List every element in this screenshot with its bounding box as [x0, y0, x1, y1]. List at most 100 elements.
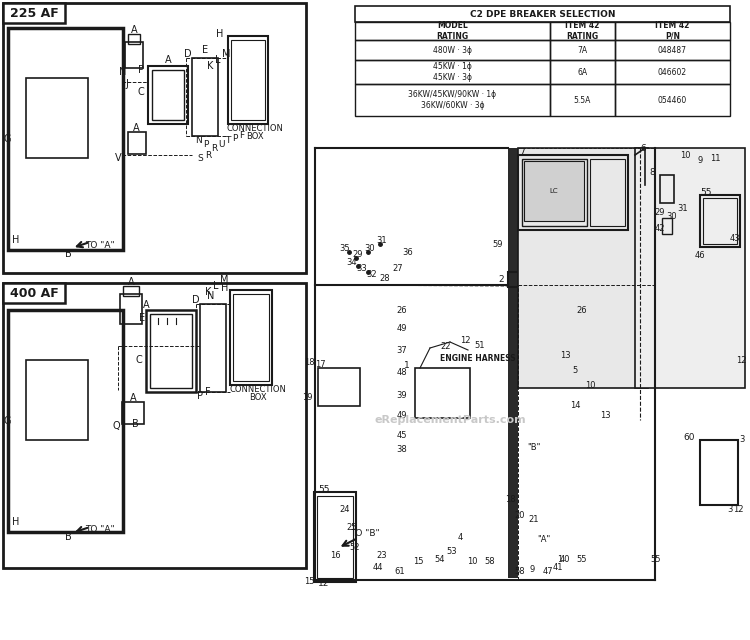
- Text: 49: 49: [397, 323, 407, 333]
- Text: 054460: 054460: [658, 95, 687, 104]
- Text: 12: 12: [736, 355, 746, 365]
- Bar: [148, 66, 188, 124]
- Text: U: U: [217, 140, 224, 148]
- Bar: [518, 148, 648, 388]
- Bar: [508, 148, 518, 578]
- Text: H: H: [12, 235, 20, 245]
- Text: B: B: [64, 532, 71, 542]
- Text: 26: 26: [577, 305, 587, 314]
- Text: 4: 4: [458, 534, 463, 543]
- Text: 37: 37: [397, 346, 407, 355]
- Text: L: L: [215, 55, 220, 65]
- Text: 60: 60: [683, 433, 695, 442]
- Text: A: A: [128, 277, 134, 287]
- Text: A: A: [130, 25, 137, 35]
- Text: 3: 3: [728, 506, 733, 515]
- Text: N: N: [207, 291, 214, 301]
- Bar: [615, 60, 730, 84]
- Bar: [146, 310, 196, 392]
- Text: K: K: [205, 287, 212, 297]
- Text: 6: 6: [640, 143, 646, 152]
- Text: 16: 16: [330, 550, 340, 559]
- Text: 51: 51: [475, 340, 485, 349]
- Text: 28: 28: [380, 273, 390, 282]
- Bar: [8, 28, 123, 250]
- Text: E: E: [202, 45, 208, 55]
- Text: 30: 30: [667, 211, 677, 221]
- Text: A: A: [143, 300, 150, 310]
- Text: E: E: [139, 313, 145, 323]
- Text: 44: 44: [373, 563, 383, 573]
- Text: 31: 31: [678, 204, 688, 212]
- Bar: [128, 132, 146, 154]
- Text: 15: 15: [304, 577, 315, 586]
- Text: 10: 10: [680, 150, 690, 159]
- Text: 55: 55: [577, 556, 587, 564]
- Text: A: A: [133, 123, 140, 133]
- Text: J: J: [122, 321, 125, 331]
- Text: 47: 47: [543, 568, 554, 577]
- Text: 10: 10: [466, 557, 477, 566]
- Text: 20: 20: [514, 511, 525, 520]
- Text: 53: 53: [447, 547, 458, 557]
- Bar: [128, 34, 140, 44]
- Bar: [524, 161, 584, 221]
- Text: H: H: [12, 517, 20, 527]
- Text: BOX: BOX: [249, 394, 267, 403]
- Text: L: L: [213, 281, 219, 291]
- Bar: [355, 60, 550, 84]
- Text: 26: 26: [397, 305, 407, 314]
- Text: TO "A": TO "A": [86, 241, 115, 250]
- Text: 15: 15: [413, 557, 423, 566]
- Text: ENGINE HARNESS: ENGINE HARNESS: [440, 353, 516, 362]
- Text: ITEM 42
P/N: ITEM 42 P/N: [656, 21, 690, 41]
- Text: CONNECTION: CONNECTION: [226, 124, 284, 132]
- Bar: [550, 22, 615, 40]
- Text: A: A: [130, 393, 136, 403]
- Text: 10: 10: [585, 381, 596, 390]
- Text: LC: LC: [550, 188, 558, 194]
- Bar: [3, 283, 65, 303]
- Text: 17: 17: [315, 360, 326, 369]
- Text: T: T: [225, 136, 231, 145]
- Text: D: D: [184, 49, 192, 59]
- Bar: [522, 159, 587, 226]
- Bar: [314, 492, 356, 582]
- Bar: [26, 78, 88, 158]
- Bar: [125, 42, 143, 68]
- Text: B: B: [64, 249, 71, 259]
- Text: 55: 55: [318, 486, 329, 495]
- Text: 21: 21: [529, 515, 539, 525]
- Text: TO "A": TO "A": [86, 525, 115, 534]
- Bar: [152, 70, 184, 120]
- Bar: [660, 175, 674, 203]
- Text: 13: 13: [560, 351, 570, 360]
- Text: 18: 18: [304, 358, 315, 367]
- Text: 5: 5: [572, 365, 578, 374]
- Text: 3: 3: [740, 435, 745, 445]
- Text: 13: 13: [600, 410, 610, 419]
- Bar: [415, 368, 470, 418]
- Bar: [8, 310, 123, 532]
- Text: 49: 49: [397, 410, 407, 419]
- Text: 24: 24: [340, 506, 350, 515]
- Bar: [231, 40, 265, 120]
- Text: R: R: [211, 143, 218, 152]
- Bar: [3, 3, 306, 273]
- Text: 42: 42: [655, 223, 665, 232]
- Bar: [635, 148, 745, 388]
- Bar: [355, 22, 550, 40]
- Text: TO "B": TO "B": [350, 529, 380, 538]
- Text: C: C: [137, 87, 144, 97]
- Text: C: C: [135, 355, 142, 365]
- Bar: [150, 314, 192, 388]
- Bar: [317, 496, 353, 578]
- Text: S: S: [197, 154, 202, 163]
- Text: K: K: [207, 61, 213, 71]
- Text: 29: 29: [352, 250, 363, 259]
- Bar: [26, 360, 88, 440]
- Text: N: N: [118, 67, 126, 77]
- Text: 12: 12: [733, 506, 743, 515]
- Text: 23: 23: [376, 550, 387, 559]
- Text: MODEL
RATING: MODEL RATING: [436, 21, 469, 41]
